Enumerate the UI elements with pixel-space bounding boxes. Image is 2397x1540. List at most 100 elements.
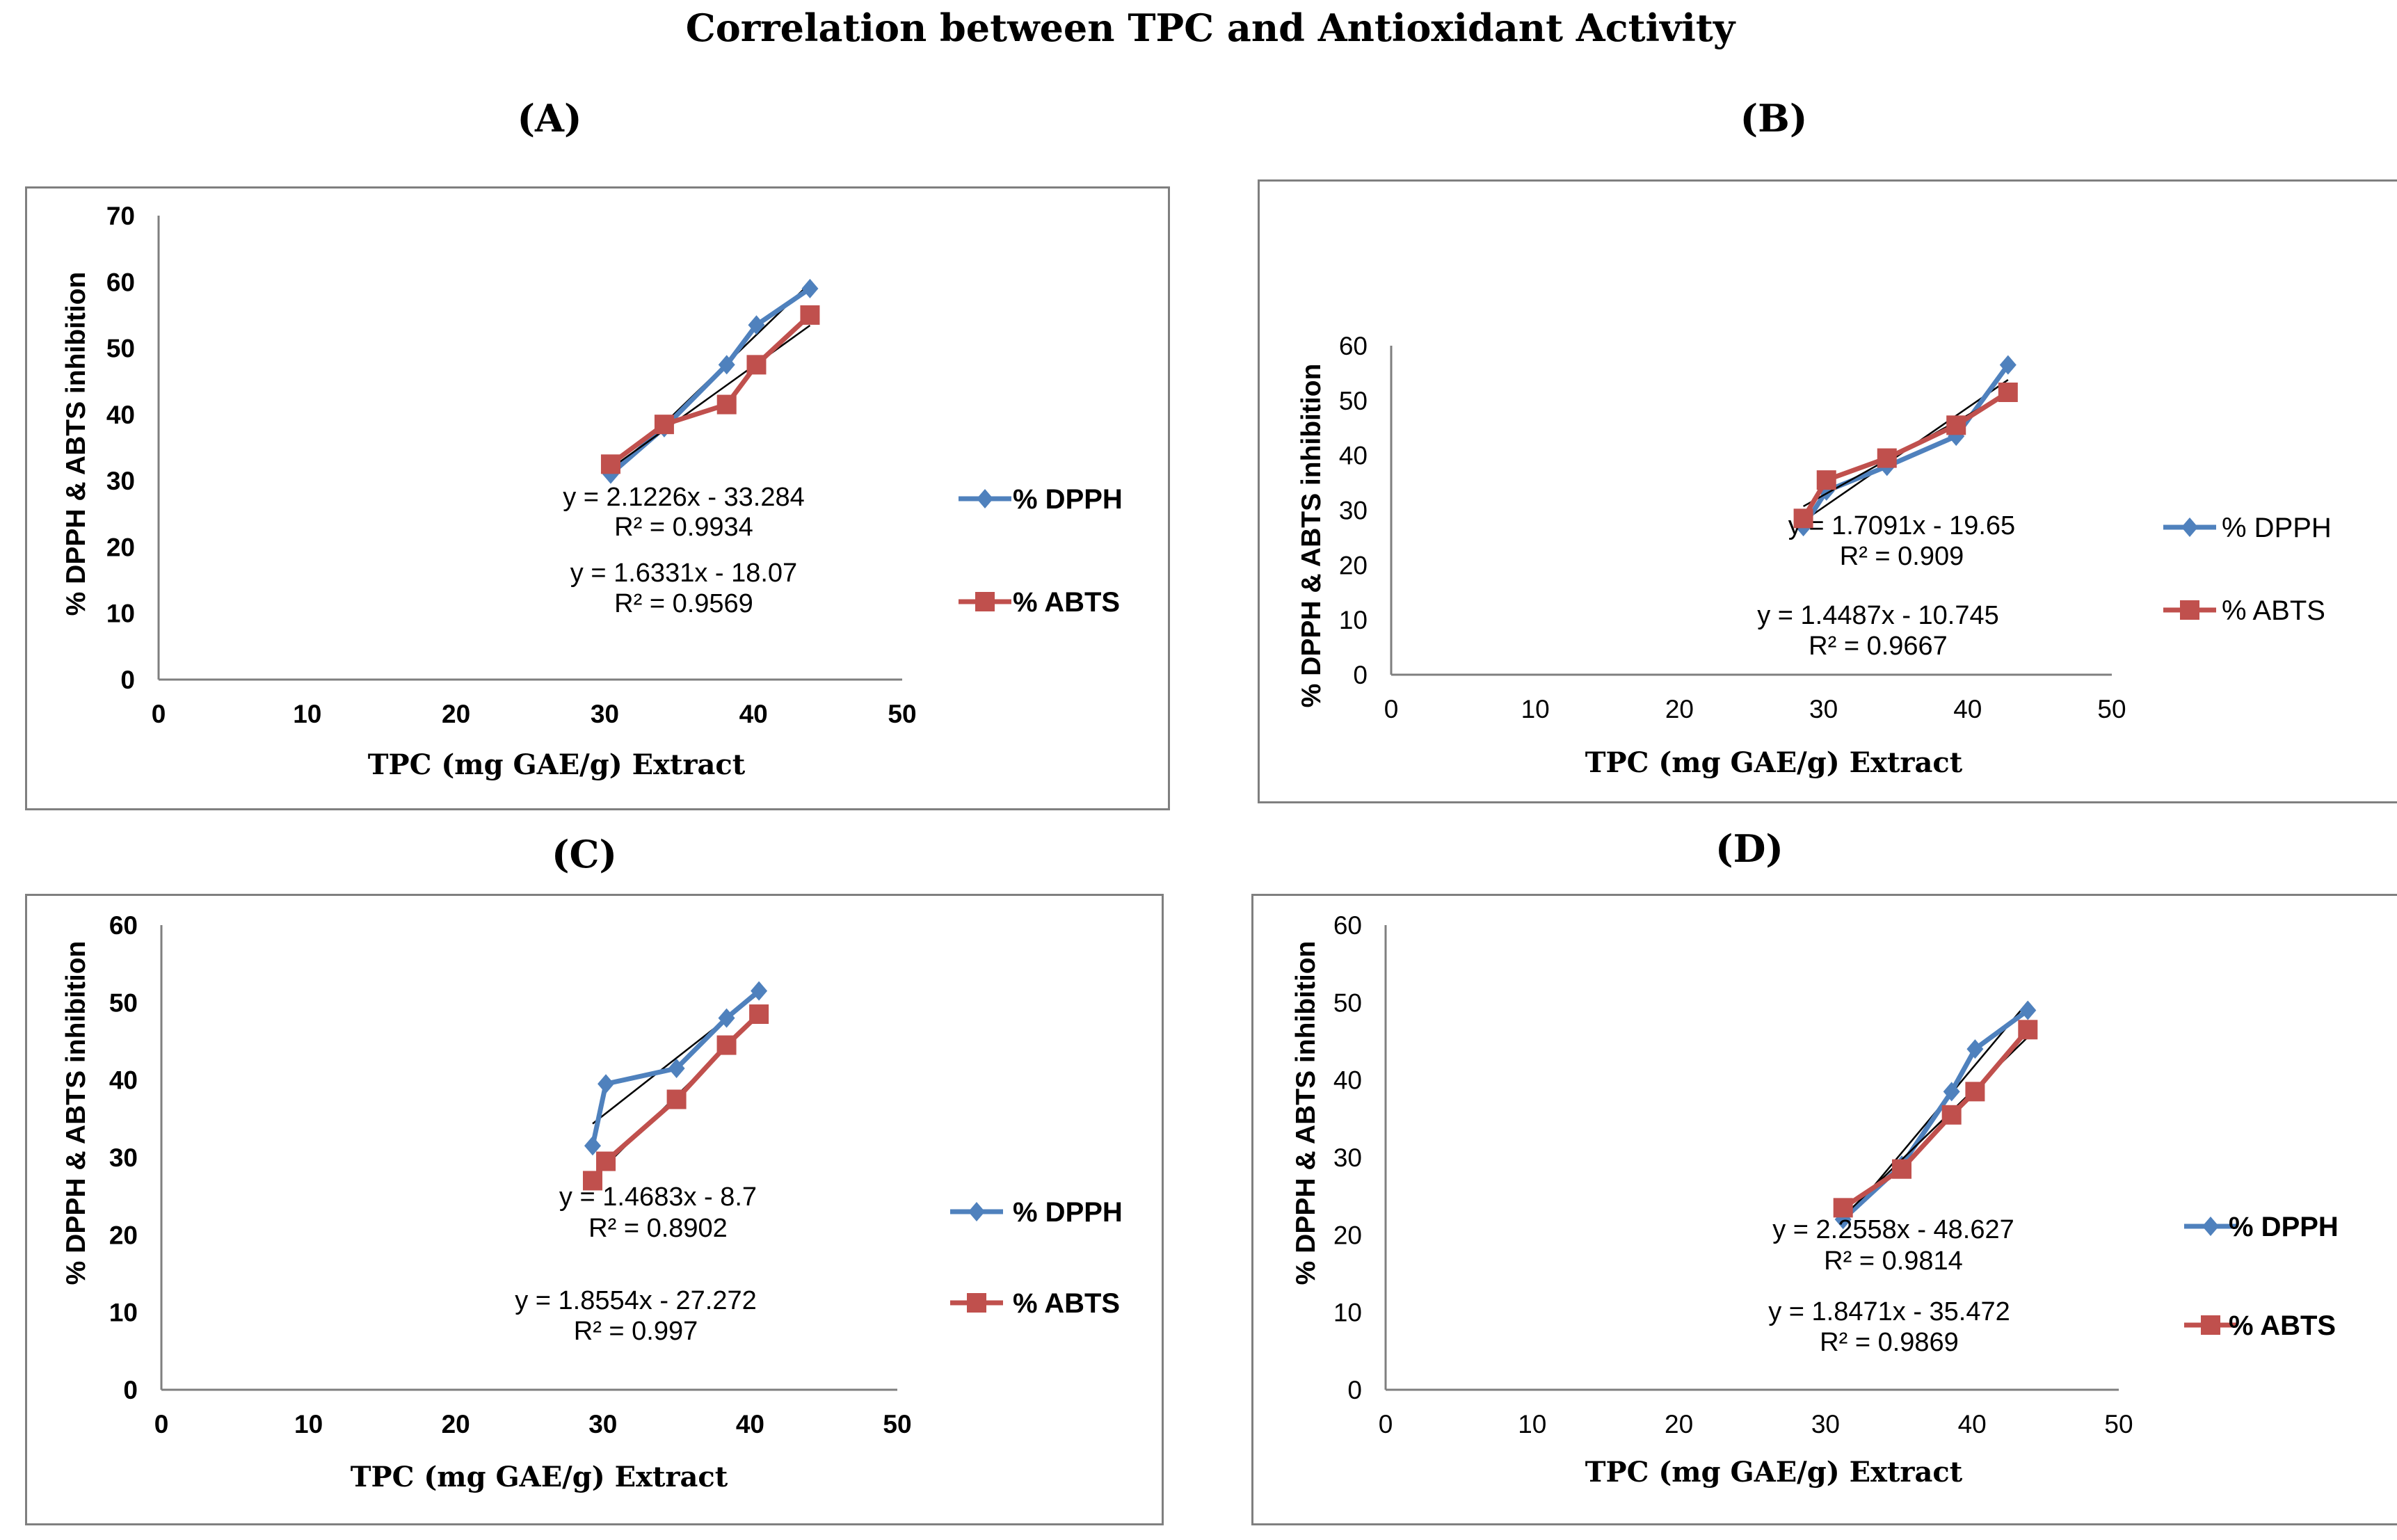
y-tick-label: 0 — [123, 1376, 138, 1404]
y-axis-title: % DPPH & ABTS inhibition — [61, 272, 91, 616]
y-tick-label: 10 — [109, 1299, 138, 1327]
x-tick-label: 10 — [293, 700, 321, 728]
legend-marker-dpph — [2181, 518, 2198, 537]
trendline-r2-dpph: R² = 0.909 — [1840, 542, 1964, 571]
x-tick-label: 40 — [1953, 695, 1982, 723]
marker-abts — [1965, 1082, 1985, 1102]
marker-abts — [746, 355, 767, 375]
trendline-r2-dpph: R² = 0.8902 — [588, 1214, 728, 1243]
legend-label-abts: % ABTS — [1013, 587, 1120, 618]
y-tick-label: 60 — [106, 268, 135, 296]
y-tick-label: 30 — [1333, 1144, 1362, 1172]
marker-abts — [1816, 470, 1836, 490]
trendline-r2-dpph: R² = 0.9814 — [1824, 1246, 1963, 1276]
x-tick-label: 40 — [1958, 1410, 1987, 1438]
x-tick-label: 30 — [1809, 695, 1838, 723]
marker-dpph — [2019, 1000, 2037, 1020]
marker-dpph — [1943, 1082, 1960, 1102]
x-axis-title: TPC (mg GAE/g) Extract — [1585, 746, 1963, 779]
x-tick-label: 40 — [736, 1410, 764, 1438]
trendline-r2-abts: R² = 0.9869 — [1820, 1328, 1959, 1357]
x-tick-label: 10 — [294, 1410, 323, 1438]
y-tick-label: 60 — [1333, 911, 1362, 940]
x-tick-label: 20 — [1665, 695, 1694, 723]
y-tick-label: 0 — [120, 666, 135, 694]
trendline-r2-abts: R² = 0.9569 — [614, 589, 753, 618]
y-tick-label: 10 — [1333, 1299, 1362, 1327]
marker-abts — [654, 415, 674, 435]
y-tick-label: 40 — [1339, 442, 1368, 470]
x-axis-title: TPC (mg GAE/g) Extract — [351, 1461, 728, 1493]
y-tick-label: 10 — [106, 600, 135, 628]
marker-abts — [1946, 415, 1966, 435]
y-tick-label: 20 — [1333, 1221, 1362, 1249]
trendline-equation-abts: y = 1.6331x - 18.07 — [570, 559, 797, 588]
marker-abts — [800, 305, 820, 325]
legend-label-dpph: % DPPH — [2222, 513, 2332, 543]
y-tick-label: 40 — [1333, 1066, 1362, 1095]
trendline-equation-abts: y = 1.8554x - 27.272 — [515, 1286, 757, 1315]
y-tick-label: 60 — [109, 911, 138, 940]
trendline-equation-dpph: y = 1.7091x - 19.65 — [1788, 511, 2015, 540]
x-axis-title: TPC (mg GAE/g) Extract — [368, 748, 746, 781]
trendline-equation-abts: y = 1.4487x - 10.745 — [1757, 601, 1999, 630]
marker-dpph — [668, 1058, 685, 1078]
marker-abts — [582, 1171, 602, 1191]
series-line-dpph — [1801, 363, 2010, 529]
y-tick-label: 30 — [1339, 497, 1368, 525]
marker-dpph — [751, 981, 768, 1001]
marker-dpph — [801, 278, 819, 298]
x-tick-label: 20 — [442, 700, 470, 728]
marker-abts — [2018, 1020, 2038, 1040]
series-line-abts — [609, 313, 812, 467]
marker-dpph — [718, 1008, 735, 1028]
panel-label-d: (D) — [1715, 826, 1783, 871]
y-tick-label: 60 — [1339, 332, 1368, 360]
marker-abts — [749, 1004, 769, 1025]
legend-label-abts: % ABTS — [2229, 1310, 2336, 1341]
panel-label-b: (B) — [1740, 96, 1808, 141]
x-tick-label: 0 — [152, 700, 166, 728]
x-tick-label: 50 — [2097, 695, 2126, 723]
y-axis-title: % DPPH & ABTS inhibition — [61, 941, 91, 1285]
y-tick-label: 0 — [1353, 661, 1368, 689]
legend-label-abts: % ABTS — [2222, 595, 2325, 626]
y-tick-label: 50 — [109, 988, 138, 1017]
legend-label-dpph: % DPPH — [2229, 1212, 2339, 1242]
marker-dpph — [1966, 1039, 1984, 1059]
marker-dpph — [1999, 355, 2017, 375]
legend-marker-dpph — [977, 489, 993, 508]
y-tick-label: 50 — [1333, 988, 1362, 1017]
y-tick-label: 0 — [1347, 1376, 1362, 1404]
x-tick-label: 30 — [591, 700, 619, 728]
y-tick-label: 30 — [106, 467, 135, 495]
marker-abts — [716, 394, 737, 415]
legend-marker-abts — [975, 592, 995, 611]
y-tick-label: 20 — [1339, 551, 1368, 579]
legend-marker-abts — [2180, 600, 2199, 620]
marker-dpph — [584, 1136, 601, 1156]
legend-label-dpph: % DPPH — [1013, 1197, 1123, 1228]
marker-abts — [1877, 448, 1897, 468]
y-tick-label: 40 — [106, 401, 135, 429]
x-tick-label: 20 — [1665, 1410, 1693, 1438]
y-tick-label: 10 — [1339, 606, 1368, 634]
legend-label-abts: % ABTS — [1013, 1288, 1120, 1319]
marker-dpph — [748, 315, 765, 335]
marker-abts — [600, 454, 620, 474]
y-tick-label: 70 — [106, 202, 135, 230]
trendline-r2-dpph: R² = 0.9934 — [614, 513, 753, 542]
marker-abts — [1998, 383, 2018, 403]
marker-abts — [666, 1089, 687, 1109]
chart-panel-d — [1251, 894, 2397, 1525]
marker-dpph — [598, 1074, 615, 1094]
trendline-equation-abts: y = 1.8471x - 35.472 — [1768, 1297, 2010, 1326]
legend-marker-dpph — [968, 1202, 985, 1221]
figure-title: Correlation between TPC and Antioxidant … — [685, 6, 1735, 50]
y-axis-title: % DPPH & ABTS inhibition — [1291, 941, 1321, 1285]
y-tick-label: 40 — [109, 1066, 138, 1095]
marker-abts — [1833, 1198, 1853, 1218]
marker-abts — [1793, 508, 1813, 529]
panel-label-c: (C) — [551, 832, 618, 876]
x-tick-label: 50 — [883, 1410, 911, 1438]
